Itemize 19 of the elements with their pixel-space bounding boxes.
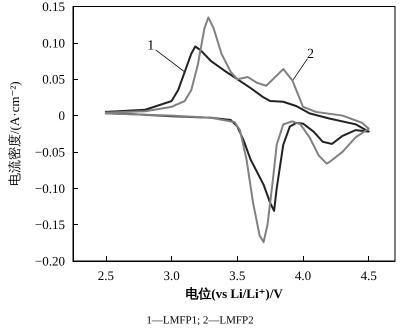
- series-label: 2: [306, 47, 314, 62]
- x-tick-label: 2.5: [98, 268, 114, 283]
- text: 1—LMFP1; 2—LMFP2: [146, 314, 254, 326]
- x-tick-label: 4.5: [360, 268, 377, 283]
- y-axis-title: 电流密度/(A·cm⁻²): [7, 81, 22, 186]
- x-tick-label: 3.0: [163, 268, 180, 283]
- text: 1: [147, 38, 154, 54]
- x-tick-label: 4.0: [294, 268, 312, 283]
- y-tick-label: −0.20: [34, 254, 65, 268]
- y-tick-label: 0: [58, 108, 65, 124]
- x-axis-title: 电位(vs Li/Li⁺)/V: [185, 286, 284, 301]
- y-tick-label: 0.05: [42, 72, 65, 87]
- y-tick-label: 0.15: [42, 0, 65, 14]
- x-tick-label: 3.5: [229, 268, 246, 283]
- y-tick-label: −0.15: [34, 217, 65, 232]
- line-series: [104, 16, 370, 244]
- y-tick-label: −0.05: [34, 144, 65, 160]
- y-tick-label: −0.10: [34, 180, 65, 196]
- y-tick-label: 0.10: [42, 35, 65, 50]
